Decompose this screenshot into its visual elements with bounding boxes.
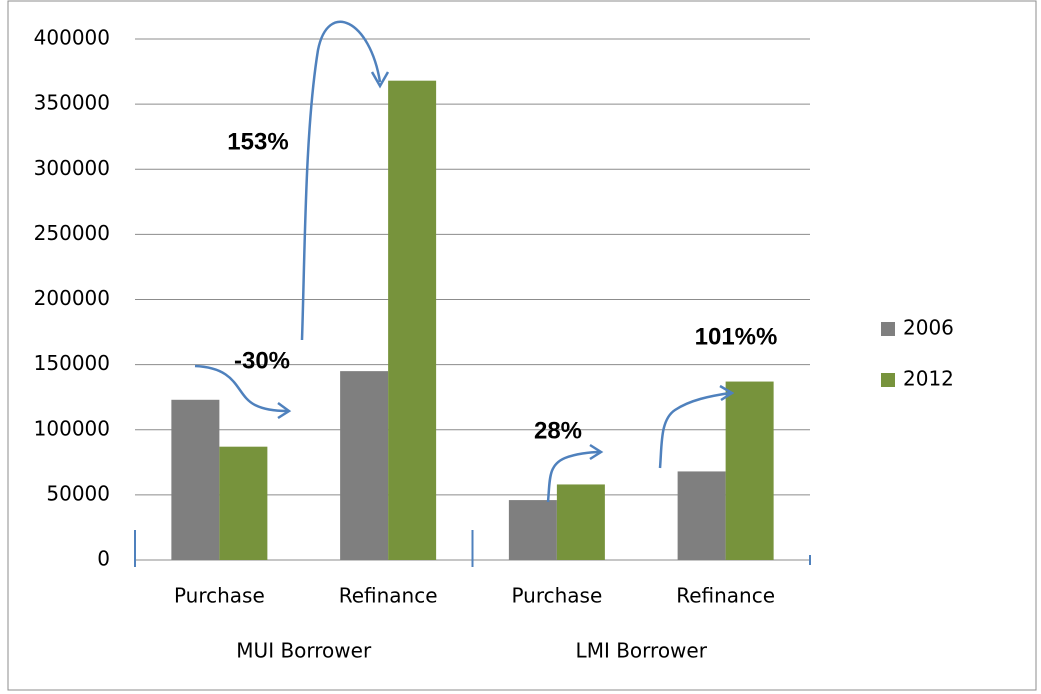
y-tick-label: 150000	[34, 351, 110, 375]
annotation: -30%	[234, 347, 290, 374]
x-tick-label: Refinance	[339, 584, 438, 608]
y-tick-label: 50000	[46, 481, 110, 505]
y-tick-label: 350000	[34, 91, 110, 115]
arrow	[194, 364, 288, 413]
group-label: LMI Borrower	[576, 639, 708, 663]
y-tick-label: 300000	[34, 156, 110, 180]
y-tick-label: 0	[97, 547, 110, 571]
y-tick-label: 100000	[34, 416, 110, 440]
x-tick-label: Refinance	[676, 584, 775, 608]
bar	[677, 471, 726, 560]
annotation: 101%%	[695, 323, 778, 350]
bar	[340, 371, 389, 560]
bar	[388, 80, 437, 561]
arrow	[546, 450, 601, 503]
legend-label: 2006	[903, 316, 954, 340]
annotation: 153%	[227, 128, 288, 155]
x-tick-label: Purchase	[511, 584, 602, 608]
bar	[219, 446, 268, 560]
legend-swatch	[881, 322, 895, 336]
frame	[7, 0, 1037, 691]
y-tick-label: 250000	[34, 221, 110, 245]
arrows	[194, 20, 735, 503]
y-tick-label: 200000	[34, 286, 110, 310]
arrow-head	[719, 384, 735, 402]
arrow-head	[370, 71, 390, 89]
arrow	[300, 20, 382, 341]
y-tick-label: 400000	[34, 26, 110, 50]
group-label: MUI Borrower	[236, 639, 372, 663]
x-tick-label: Purchase	[174, 584, 265, 608]
bar	[725, 381, 774, 560]
bar	[556, 484, 605, 560]
annotation: 28%	[534, 417, 582, 444]
bar	[508, 500, 557, 560]
legend-label: 2012	[903, 367, 954, 391]
arrow-head	[277, 401, 292, 420]
arrow	[658, 391, 731, 469]
bar	[171, 399, 220, 560]
arrow-head	[589, 443, 604, 461]
legend-swatch	[881, 373, 895, 387]
